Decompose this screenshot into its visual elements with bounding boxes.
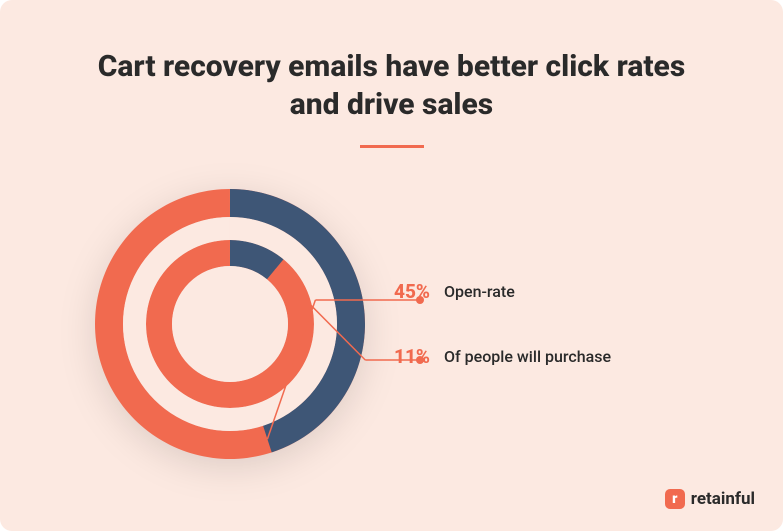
donut-svg	[90, 184, 370, 464]
brand-name: retainful	[691, 489, 755, 509]
donut-chart	[90, 184, 370, 464]
brand-logo: r retainful	[665, 489, 755, 509]
page-title: Cart recovery emails have better click r…	[92, 48, 692, 125]
legend-pct: 45%	[378, 280, 430, 303]
brand-icon: r	[665, 489, 685, 509]
legend-label: Of people will purchase	[444, 347, 611, 366]
legend: 45% Open-rate 11% Of people will purchas…	[378, 280, 611, 368]
legend-label: Open-rate	[444, 282, 515, 301]
legend-row-open-rate: 45% Open-rate	[378, 280, 611, 303]
legend-pct: 11%	[378, 345, 430, 368]
title-underline	[360, 145, 424, 148]
infographic-card: Cart recovery emails have better click r…	[0, 0, 783, 531]
legend-row-purchase: 11% Of people will purchase	[378, 345, 611, 368]
content-row: 45% Open-rate 11% Of people will purchas…	[40, 184, 743, 464]
